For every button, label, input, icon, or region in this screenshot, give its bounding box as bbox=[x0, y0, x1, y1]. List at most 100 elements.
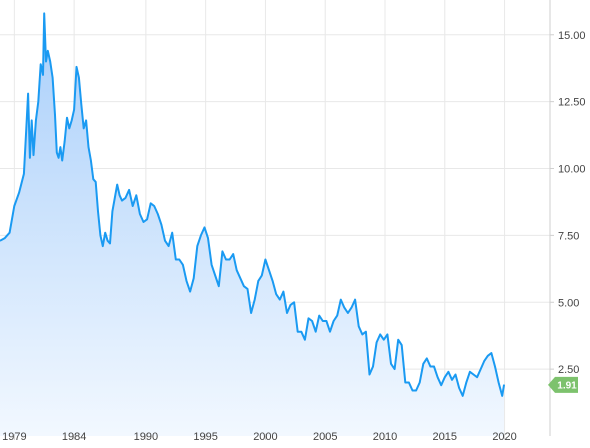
data-point bbox=[501, 395, 503, 397]
data-point bbox=[329, 331, 331, 333]
data-point bbox=[128, 189, 130, 191]
y-tick-label: 12.50 bbox=[558, 97, 586, 109]
y-tick-label: 2.50 bbox=[558, 364, 579, 376]
data-point bbox=[175, 258, 177, 261]
data-point bbox=[78, 77, 80, 79]
data-point bbox=[268, 269, 270, 271]
data-point bbox=[354, 299, 356, 301]
data-point bbox=[483, 360, 485, 362]
data-point bbox=[272, 280, 274, 282]
data-point bbox=[279, 299, 281, 301]
data-point bbox=[153, 205, 155, 207]
data-point bbox=[114, 197, 116, 199]
data-point bbox=[43, 12, 45, 14]
data-point bbox=[451, 379, 453, 381]
data-point bbox=[40, 63, 42, 65]
data-point bbox=[239, 277, 241, 279]
data-point bbox=[293, 301, 295, 303]
data-point bbox=[254, 299, 256, 301]
data-point bbox=[340, 299, 342, 301]
label-layer: 2.50 5.00 7.50 10.00 12.50 15.00 1979 1984 1990 1… bbox=[2, 30, 585, 443]
data-point bbox=[476, 376, 478, 378]
data-point bbox=[458, 387, 460, 389]
series-area-fill bbox=[0, 13, 504, 437]
x-tick-label: 2010 bbox=[373, 431, 397, 443]
data-point bbox=[347, 312, 349, 314]
data-point bbox=[135, 194, 137, 196]
data-point bbox=[160, 224, 162, 226]
data-point bbox=[92, 178, 94, 180]
x-tick-label: 2000 bbox=[253, 431, 277, 443]
data-point bbox=[95, 181, 97, 183]
data-point bbox=[225, 258, 227, 261]
data-point bbox=[297, 331, 299, 333]
data-point bbox=[472, 373, 475, 376]
data-point bbox=[415, 389, 417, 392]
data-point bbox=[150, 202, 152, 204]
data-point bbox=[307, 317, 310, 319]
y-tick-label: 15.00 bbox=[558, 30, 586, 42]
data-point bbox=[318, 315, 320, 317]
data-point bbox=[37, 101, 39, 103]
data-point bbox=[9, 232, 11, 234]
data-point bbox=[404, 381, 406, 384]
y-tick-label: 10.00 bbox=[558, 164, 586, 176]
data-point bbox=[333, 320, 335, 322]
data-point bbox=[211, 264, 213, 266]
data-point bbox=[83, 127, 85, 129]
data-point bbox=[99, 234, 101, 236]
data-point bbox=[31, 119, 33, 121]
data-point bbox=[232, 253, 234, 255]
data-point bbox=[116, 184, 118, 186]
data-point bbox=[200, 234, 202, 236]
data-point bbox=[97, 210, 99, 212]
data-point bbox=[257, 280, 259, 282]
badge-layer: 1.91 bbox=[548, 376, 578, 393]
data-point bbox=[0, 240, 1, 242]
data-point bbox=[300, 331, 302, 333]
data-point bbox=[13, 205, 15, 207]
data-point bbox=[503, 384, 505, 386]
data-point bbox=[487, 355, 489, 357]
x-tick-label: 2005 bbox=[313, 431, 337, 443]
data-point bbox=[465, 381, 467, 384]
data-point bbox=[124, 197, 127, 199]
data-point bbox=[462, 395, 464, 397]
data-point bbox=[171, 232, 173, 234]
data-point bbox=[164, 240, 166, 242]
data-point bbox=[350, 307, 353, 309]
data-point bbox=[132, 205, 134, 207]
data-point bbox=[311, 320, 313, 322]
data-point bbox=[182, 264, 184, 266]
data-point bbox=[54, 114, 56, 116]
data-point bbox=[104, 232, 106, 234]
data-point bbox=[411, 389, 414, 392]
data-point bbox=[286, 312, 288, 314]
data-point bbox=[139, 213, 141, 215]
data-point bbox=[196, 245, 198, 247]
data-point bbox=[419, 381, 421, 384]
last-value-badge bbox=[548, 376, 578, 393]
data-point bbox=[49, 60, 51, 63]
last-value-label: 1.91 bbox=[557, 380, 577, 391]
data-point bbox=[102, 245, 104, 247]
data-point bbox=[304, 339, 306, 341]
data-point bbox=[372, 365, 374, 368]
x-tick-label: 1979 bbox=[2, 431, 26, 443]
data-point bbox=[275, 293, 277, 295]
data-point bbox=[394, 368, 396, 370]
data-point bbox=[408, 381, 410, 384]
data-point bbox=[422, 363, 424, 365]
data-point bbox=[282, 291, 284, 293]
data-point bbox=[90, 159, 92, 162]
data-point bbox=[59, 146, 62, 148]
data-point bbox=[168, 245, 170, 247]
data-point bbox=[4, 237, 6, 239]
data-point bbox=[376, 341, 378, 343]
data-point bbox=[498, 381, 500, 384]
data-point bbox=[73, 109, 75, 111]
data-point bbox=[480, 368, 482, 370]
data-point bbox=[221, 250, 223, 252]
data-point bbox=[109, 242, 111, 244]
